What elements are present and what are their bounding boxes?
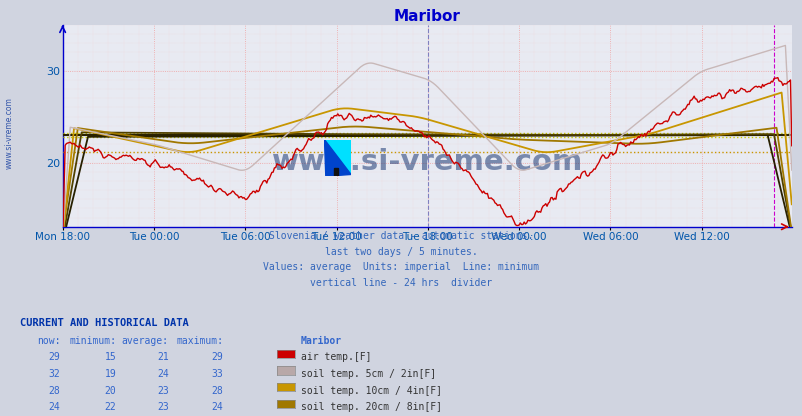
Text: 24: 24: [48, 402, 60, 412]
Title: Maribor: Maribor: [393, 9, 460, 24]
Text: 21: 21: [156, 352, 168, 362]
Text: Slovenia / weather data - automatic stations.: Slovenia / weather data - automatic stat…: [269, 231, 533, 241]
Text: soil temp. 5cm / 2in[F]: soil temp. 5cm / 2in[F]: [301, 369, 435, 379]
Text: www.si-vreme.com: www.si-vreme.com: [5, 97, 14, 169]
Text: 24: 24: [211, 402, 223, 412]
Text: 29: 29: [48, 352, 60, 362]
Bar: [334, 168, 338, 176]
Text: 23: 23: [156, 402, 168, 412]
Polygon shape: [324, 140, 350, 176]
Text: vertical line - 24 hrs  divider: vertical line - 24 hrs divider: [310, 278, 492, 288]
Text: last two days / 5 minutes.: last two days / 5 minutes.: [325, 247, 477, 257]
Text: www.si-vreme.com: www.si-vreme.com: [271, 148, 582, 176]
Text: soil temp. 20cm / 8in[F]: soil temp. 20cm / 8in[F]: [301, 402, 442, 412]
Text: minimum:: minimum:: [69, 336, 116, 346]
Text: soil temp. 10cm / 4in[F]: soil temp. 10cm / 4in[F]: [301, 386, 442, 396]
Text: 28: 28: [48, 386, 60, 396]
Text: 28: 28: [211, 386, 223, 396]
Text: 22: 22: [104, 402, 116, 412]
Text: 15: 15: [104, 352, 116, 362]
Text: 23: 23: [156, 386, 168, 396]
Polygon shape: [324, 140, 350, 174]
Text: 19: 19: [104, 369, 116, 379]
Text: 24: 24: [156, 369, 168, 379]
Text: 20: 20: [104, 386, 116, 396]
Text: Values: average  Units: imperial  Line: minimum: Values: average Units: imperial Line: mi…: [263, 262, 539, 272]
Text: 32: 32: [48, 369, 60, 379]
Text: maximum:: maximum:: [176, 336, 223, 346]
Text: 33: 33: [211, 369, 223, 379]
Text: now:: now:: [37, 336, 60, 346]
Text: 29: 29: [211, 352, 223, 362]
Text: air temp.[F]: air temp.[F]: [301, 352, 371, 362]
Text: CURRENT AND HISTORICAL DATA: CURRENT AND HISTORICAL DATA: [20, 318, 188, 328]
Text: average:: average:: [121, 336, 168, 346]
Text: Maribor: Maribor: [301, 336, 342, 346]
